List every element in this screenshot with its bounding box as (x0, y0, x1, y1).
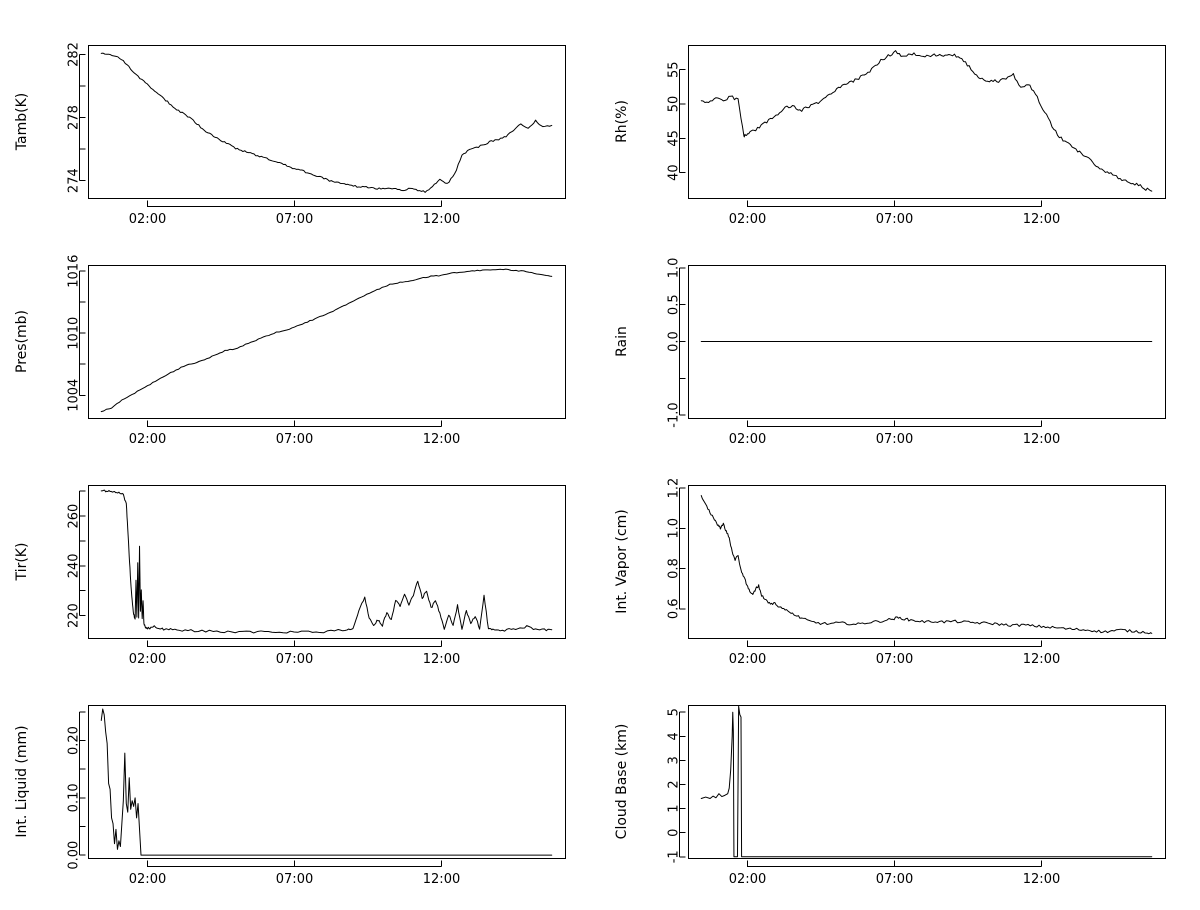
y-tick-label: 0.8 (667, 558, 682, 579)
y-tick-label: 1.0 (667, 518, 682, 539)
plot-box (88, 45, 566, 199)
y-tick-label: 0.6 (667, 598, 682, 619)
y-tick-label: 0.20 (67, 726, 82, 755)
y-tick-label: 240 (67, 553, 82, 578)
panel-pres: 1004 1010 1016 Pres(mb) 02:00 07:00 12:00 (0, 250, 600, 470)
y-axis-title: Pres(mb) (14, 310, 30, 373)
y-tick-label: 260 (67, 504, 82, 529)
x-tick-label: 02:00 (729, 872, 766, 887)
data-series-rh (700, 50, 1153, 192)
x-tick-label: 07:00 (876, 652, 913, 667)
plot-box (88, 265, 566, 419)
panel-int_vapor: 0.6 0.8 1.0 1.2 Int. Vapor (cm) 02:00 07:00 12:… (600, 470, 1200, 690)
y-tick-label: -1.0 (667, 402, 682, 427)
panel-rh: 40 45 50 55 Rh(%) 02:00 07:00 12:00 (600, 30, 1200, 250)
x-tick-label: 12:00 (1023, 652, 1060, 667)
y-tick-label: 4 (667, 732, 682, 740)
y-tick-label: 0.0 (667, 331, 682, 352)
data-series-tir (100, 489, 553, 634)
x-tick-label: 02:00 (729, 652, 766, 667)
data-series-int_liquid (100, 708, 553, 856)
panel-cloud_base: -1 0 1 2 3 4 5 Cloud Base (km) 02:00 07:00 12:00 (600, 690, 1200, 910)
x-tick-label: 07:00 (276, 652, 313, 667)
y-axis-title: Rh(%) (614, 100, 630, 143)
x-tick-label: 07:00 (276, 872, 313, 887)
x-tick-label: 12:00 (423, 212, 460, 227)
y-tick-label: 5 (667, 708, 682, 716)
x-tick-label: 12:00 (1023, 432, 1060, 447)
y-axis-title: Tir(K) (14, 543, 30, 582)
plot-box (88, 705, 566, 859)
y-tick-label: 45 (667, 130, 682, 147)
y-axis-title: Int. Vapor (cm) (614, 509, 630, 613)
x-tick-label: 02:00 (129, 432, 166, 447)
panel-int_liquid: 0.00 0.10 0.20 Int. Liquid (mm) 02:00 07:00 12… (0, 690, 600, 910)
y-axis-title: Rain (614, 326, 630, 357)
data-series-tamb (100, 52, 553, 193)
x-tick-label: 07:00 (876, 432, 913, 447)
x-tick-label: 07:00 (876, 872, 913, 887)
x-tick-label: 12:00 (423, 652, 460, 667)
y-tick-label: -1 (667, 850, 682, 863)
plot-box (88, 485, 566, 639)
panel-tamb: 274 278 282 Tamb(K) 02:00 07:00 12:00 (0, 30, 600, 250)
y-axis-title: Tamb(K) (14, 93, 30, 151)
x-tick-label: 02:00 (729, 432, 766, 447)
x-tick-label: 02:00 (129, 212, 166, 227)
x-tick-label: 02:00 (129, 872, 166, 887)
y-tick-label: 40 (667, 164, 682, 181)
x-tick-label: 12:00 (1023, 212, 1060, 227)
y-tick-label: 1004 (67, 379, 82, 412)
x-tick-label: 12:00 (423, 872, 460, 887)
y-tick-label: 274 (67, 168, 82, 193)
plot-box (688, 705, 1166, 859)
y-tick-label: 1016 (67, 255, 82, 288)
y-tick-label: 2 (667, 780, 682, 788)
x-tick-label: 07:00 (876, 212, 913, 227)
y-tick-label: 1010 (67, 317, 82, 350)
y-tick-label: 1 (667, 804, 682, 812)
x-tick-label: 02:00 (129, 652, 166, 667)
y-tick-label: 220 (67, 603, 82, 628)
y-tick-label: 278 (67, 105, 82, 130)
plot-box (688, 485, 1166, 639)
y-axis-title: Cloud Base (km) (614, 724, 630, 840)
y-tick-label: 1.2 (667, 478, 682, 499)
y-tick-label: 0 (667, 829, 682, 837)
data-series-cloud_base (700, 705, 1153, 858)
plot-box (688, 265, 1166, 419)
y-axis-title: Int. Liquid (mm) (14, 725, 30, 837)
y-tick-label: 282 (67, 42, 82, 67)
x-tick-label: 02:00 (729, 212, 766, 227)
y-tick-label: 50 (667, 96, 682, 113)
plot-box (688, 45, 1166, 199)
y-tick-label: 55 (667, 61, 682, 78)
x-tick-label: 07:00 (276, 212, 313, 227)
panel-rain: -1.0 0.0 0.5 1.0 Rain 02:00 07:00 12:00 (600, 250, 1200, 470)
y-tick-label: 1.0 (667, 258, 682, 279)
y-tick-label: 3 (667, 756, 682, 764)
x-tick-label: 07:00 (276, 432, 313, 447)
y-tick-label: 0.10 (67, 783, 82, 812)
data-series-int_vapor (700, 495, 1153, 635)
x-tick-label: 12:00 (423, 432, 460, 447)
y-tick-label: 0.5 (667, 294, 682, 315)
x-tick-label: 12:00 (1023, 872, 1060, 887)
panel-tir: 220 240 260 Tir(K) 02:00 07:00 12:00 (0, 470, 600, 690)
data-series-pres (100, 268, 553, 413)
y-tick-label: 0.00 (67, 841, 82, 870)
